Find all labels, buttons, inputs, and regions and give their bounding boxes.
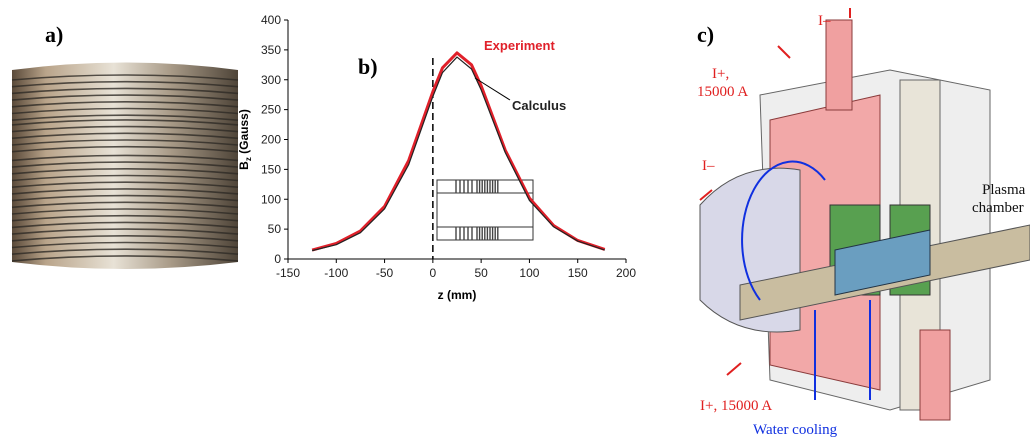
- cooling-label: Water cooling: [753, 422, 838, 438]
- series-line: [311, 56, 605, 252]
- y-tick-label: 400: [261, 13, 281, 27]
- groove: [11, 125, 239, 133]
- x-tick-label: 150: [568, 266, 588, 280]
- current-label: I–: [818, 13, 831, 29]
- groove: [11, 107, 239, 115]
- y-axis-label-part: B: [237, 161, 251, 170]
- series-label: Experiment: [484, 38, 555, 53]
- groove: [11, 139, 239, 146]
- x-tick-label: -50: [376, 266, 394, 280]
- groove: [11, 154, 239, 162]
- y-tick-label: 300: [261, 73, 281, 87]
- groove: [11, 132, 239, 140]
- series-label: Calculus: [512, 98, 566, 113]
- y-axis-label-part: (Gauss): [237, 109, 251, 157]
- groove: [11, 214, 239, 222]
- groove: [11, 235, 239, 242]
- groove: [11, 168, 239, 175]
- x-tick-label: 50: [474, 266, 488, 280]
- groove: [11, 101, 239, 108]
- y-axis-label: Bz (Gauss): [237, 109, 253, 170]
- x-axis-label: z (mm): [438, 288, 477, 302]
- x-tick-label: -150: [276, 266, 300, 280]
- groove: [11, 194, 239, 202]
- current-label: 15000 A: [697, 84, 748, 100]
- pointer: [474, 77, 511, 101]
- groove: [11, 208, 239, 215]
- groove: [11, 174, 239, 182]
- y-tick-label: 100: [261, 192, 281, 206]
- x-tick-label: 200: [616, 266, 636, 280]
- plot: 0 50 100 150 200 250 300 350 400 -150 -100 -50 0 50 10…: [237, 13, 636, 302]
- solenoid-bore: [436, 192, 534, 228]
- panel-label: c): [697, 22, 714, 47]
- current-label: I+,: [712, 66, 729, 82]
- chamber-label: chamber: [972, 200, 1024, 216]
- panel-label: a): [45, 22, 63, 47]
- y-tick-label: 0: [274, 252, 281, 266]
- series-line: [311, 51, 606, 252]
- groove: [11, 145, 239, 153]
- groove: [11, 80, 239, 88]
- chamber-label: Plasma: [982, 182, 1026, 198]
- groove: [11, 201, 239, 209]
- y-tick-label: 150: [261, 162, 281, 176]
- groove: [11, 161, 239, 168]
- chamber-diagram: [699, 8, 1030, 421]
- groove: [11, 248, 239, 255]
- x-tick-label: -100: [324, 266, 348, 280]
- groove: [11, 94, 239, 101]
- groove: [11, 228, 239, 235]
- panel-label: b): [358, 54, 378, 79]
- groove: [11, 255, 239, 262]
- groove: [11, 188, 239, 195]
- groove: [11, 119, 239, 126]
- groove: [11, 74, 239, 81]
- x-tick-label: 100: [519, 266, 539, 280]
- groove: [11, 241, 239, 249]
- groove: [11, 181, 239, 188]
- current-label: I+, 15000 A: [700, 398, 772, 414]
- groove: [11, 221, 239, 229]
- x-tick-label: 0: [430, 266, 437, 280]
- y-tick-label: 250: [261, 103, 281, 117]
- y-tick-label: 50: [268, 222, 282, 236]
- groove: [11, 87, 239, 95]
- groove: [11, 114, 239, 121]
- y-axis-label-part: z: [244, 157, 253, 161]
- y-tick-label: 200: [261, 133, 281, 147]
- coil-photo: [11, 62, 239, 269]
- y-tick-label: 350: [261, 43, 281, 57]
- current-label: I–: [702, 158, 715, 174]
